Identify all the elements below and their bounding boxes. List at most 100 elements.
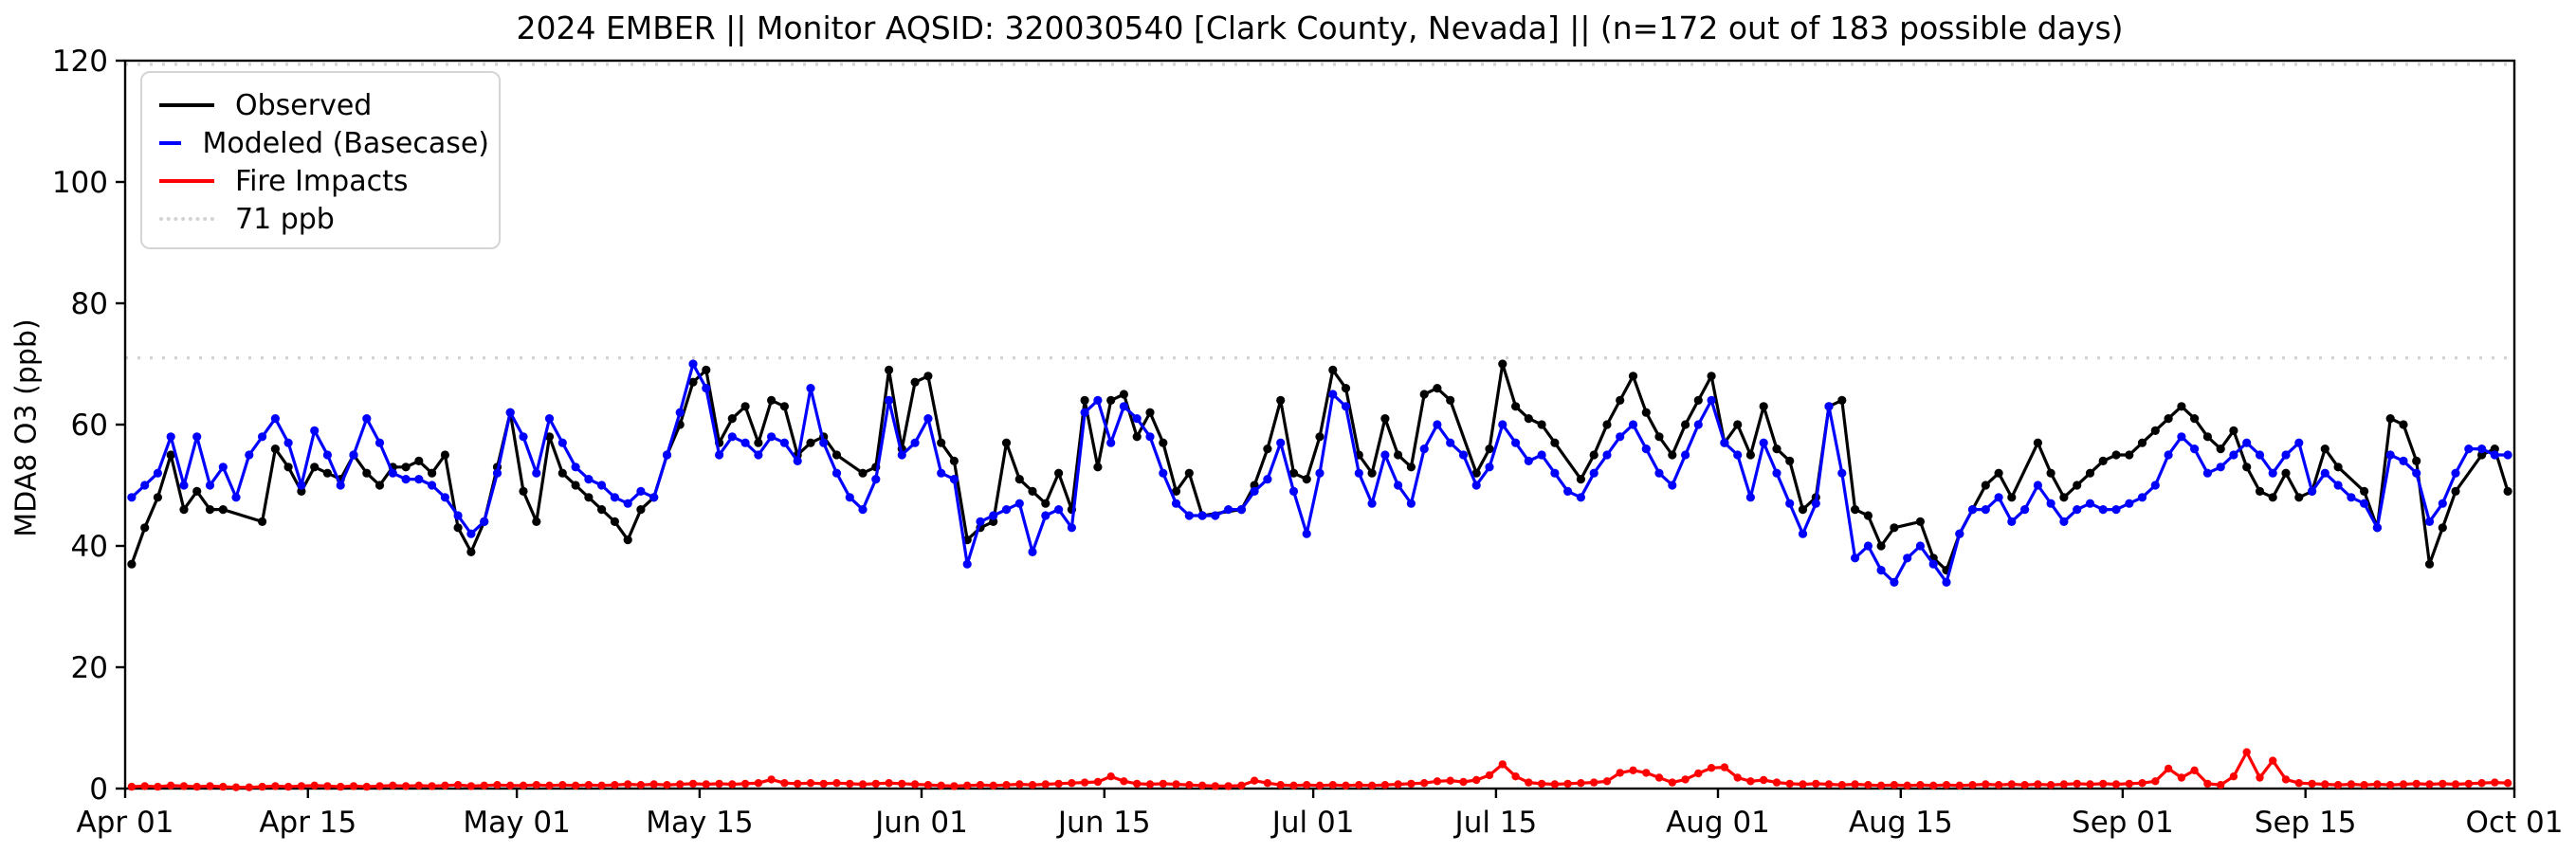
series-marker [1367,499,1377,508]
series-marker [871,779,880,789]
series-marker [1001,438,1012,447]
series-marker [1955,529,1964,538]
series-marker [1772,445,1781,454]
y-tick-label: 120 [52,45,108,79]
series-marker [1054,779,1063,789]
series-marker [1968,781,1977,789]
series-marker [1745,450,1755,460]
legend: Observed Modeled (Basecase) Fire Impacts… [140,71,501,249]
series-marker [1525,778,1533,787]
series-marker [1106,772,1115,781]
series-marker [1172,780,1180,789]
series-marker [1876,566,1886,575]
series-marker [322,468,332,478]
series-marker [1355,781,1363,789]
series-marker [297,486,306,497]
series-marker [2020,781,2029,789]
series-marker [1982,780,1990,789]
series-marker [923,372,933,381]
series-marker [1406,499,1416,508]
series-marker [2164,414,2173,424]
series-marker [1785,779,1794,789]
series-marker [2138,779,2147,788]
series-marker [597,505,607,515]
series-marker [989,517,998,527]
series-marker [740,402,750,411]
series-marker [1967,505,1978,515]
series-marker [1185,781,1194,789]
series-marker [1159,779,1168,789]
series-marker [910,438,920,447]
series-marker [389,781,397,789]
series-marker [2190,445,2200,454]
series-marker [1654,773,1664,782]
series-marker [1446,776,1454,785]
series-marker [597,781,606,789]
series-marker [557,468,567,478]
series-marker [2164,450,2173,460]
series-marker [2294,779,2303,788]
series-marker [819,438,829,447]
series-marker [140,481,150,490]
series-marker [2477,779,2486,788]
series-marker [845,493,854,502]
series-marker [1798,505,1808,515]
series-marker [337,782,345,791]
series-marker [2202,468,2212,478]
series-marker [283,782,293,791]
series-marker [2046,468,2055,478]
series-marker [780,779,789,788]
series-marker [897,450,906,460]
legend-item-observed: Observed [159,86,489,124]
series-marker [336,481,345,490]
series-marker [688,779,698,789]
legend-item-modeled: Modeled (Basecase) [159,124,489,162]
series-marker [1524,456,1533,465]
series-marker [2229,426,2238,435]
series-marker [1002,781,1011,789]
series-marker [480,517,489,527]
series-marker [963,781,972,789]
series-marker [2059,780,2069,789]
series-marker [1955,781,1964,789]
series-marker [623,499,632,508]
series-marker [1145,780,1155,789]
series-marker [1576,475,1585,484]
series-marker [1589,468,1599,478]
series-marker [1197,511,1207,520]
series-marker [1733,420,1743,429]
series-marker [2281,468,2291,478]
series-marker [153,468,162,478]
series-marker [2177,773,2186,782]
series-marker [1446,438,1455,447]
series-marker [754,438,763,447]
series-marker [1876,781,1886,789]
series-marker [1693,395,1703,405]
x-tick-label: Apr 15 [259,806,356,840]
series-marker [1498,760,1507,769]
series-marker [1759,438,1768,447]
series-marker [2073,779,2081,789]
series-marker [1693,420,1703,429]
series-marker [819,779,828,789]
series-marker [2451,468,2460,478]
threshold-line-swatch [159,217,214,221]
series-marker [937,781,945,789]
series-marker [2190,414,2200,424]
x-tick-label: Jun 15 [1056,806,1151,840]
series-marker [1001,505,1012,515]
series-marker [1302,529,1311,538]
series-marker [754,450,763,460]
series-marker [2111,450,2121,460]
series-marker [1341,384,1351,393]
series-marker [271,782,280,790]
series-marker [1328,390,1338,399]
series-marker [219,782,228,791]
series-marker [362,782,371,791]
series-marker [2242,438,2252,447]
series-marker [2294,493,2304,502]
series-marker [2490,450,2499,460]
series-marker [1760,775,1768,785]
